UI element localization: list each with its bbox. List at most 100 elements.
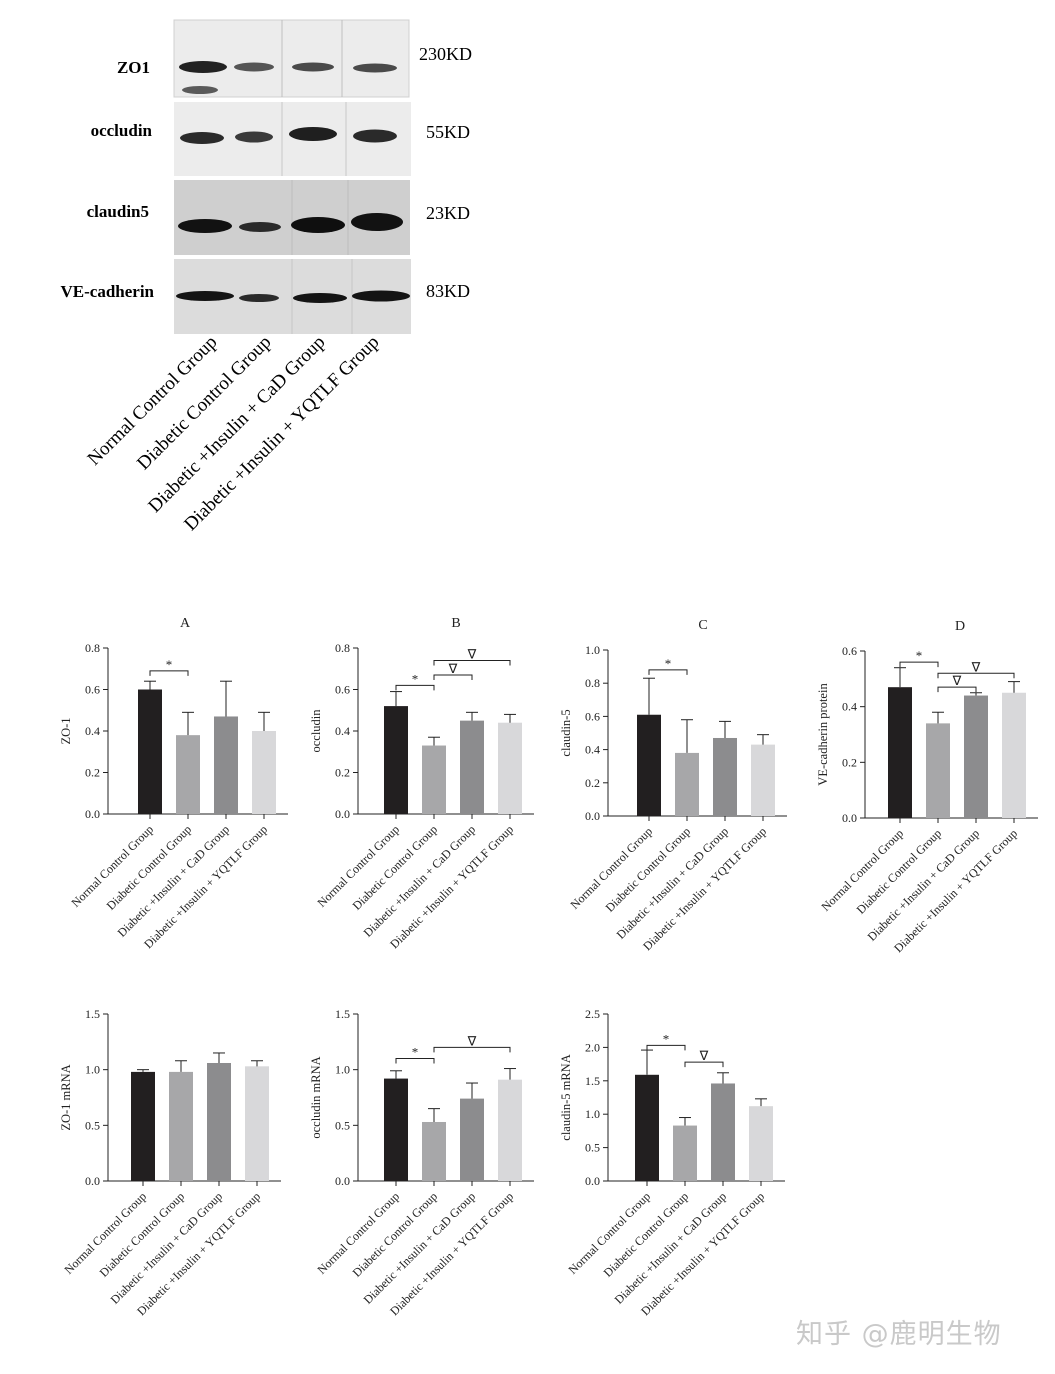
- panel-a-bracket-label-0: *: [166, 657, 173, 672]
- panel-e-y-tick-label: 0.0: [85, 1174, 100, 1188]
- panel-e-bar-3: [245, 1066, 269, 1181]
- blot-size-ve-cadherin: 83KD: [426, 281, 470, 301]
- panel-b-y-tick-label: 0.4: [335, 724, 350, 738]
- panel-f-bracket-1: [433, 1046, 511, 1053]
- panel-e-bar-2: [207, 1062, 231, 1181]
- panel-b-bar-2: [460, 720, 484, 814]
- blot-label-claudin5: claudin5: [87, 202, 149, 221]
- panel-d-y-tick-label: 0.0: [842, 811, 857, 825]
- panel-a-bar-3: [252, 731, 276, 814]
- watermark-text: 知乎 @鹿明生物: [796, 1319, 1002, 1350]
- panel-e-bar-0: [131, 1071, 155, 1181]
- panel-d-y-tick-label: 0.6: [842, 644, 857, 658]
- panel-g-y-tick-label: 0.0: [585, 1174, 600, 1188]
- blot-band-ve-cadherin: [174, 259, 411, 334]
- panel-d-bracket-label-2: ∇: [971, 659, 981, 674]
- panel-c-bracket-label-0: *: [665, 656, 672, 671]
- panel-a-bar-2: [214, 716, 238, 814]
- panel-b-y-tick-label: 0.2: [335, 766, 350, 780]
- panel-e-y-tick-label: 1.5: [85, 1007, 100, 1021]
- panel-f-bar-2: [460, 1098, 484, 1181]
- panel-f-title: F: [452, 995, 460, 997]
- panel-d-bracket-label-0: *: [916, 648, 923, 663]
- panel-b-y-label: occludin: [309, 709, 323, 753]
- panel-f-y-tick-label: 1.5: [335, 1007, 350, 1021]
- panel-b-bracket-label-1: ∇: [448, 661, 458, 676]
- panel-g-bracket-1: [684, 1061, 724, 1068]
- panel-c-bar-0: [637, 714, 661, 816]
- blot-label-zo1: ZO1: [117, 58, 150, 77]
- blot-size-occludin: 55KD: [426, 122, 470, 142]
- panel-g-bar-1: [673, 1125, 697, 1181]
- panel-c-y-label: claudin-5: [559, 709, 573, 756]
- panel-a-y-label: ZO-1: [59, 717, 73, 744]
- blot-lane-label-3: Diabetic +Insulin + YQTLF Group: [180, 332, 383, 535]
- panel-d-y-tick-label: 0.4: [842, 700, 857, 714]
- western-blot-figure: ZO1 occludin claudin5 VE-cadherin 230KD …: [61, 19, 472, 535]
- panel-g-bar-2: [711, 1083, 735, 1181]
- panel-g-bar-0: [635, 1074, 659, 1181]
- panel-f-bracket-label-1: ∇: [467, 1033, 477, 1048]
- panel-f-y-tick-label: 0.0: [335, 1174, 350, 1188]
- panel-g-title: G: [699, 995, 709, 997]
- panel-b-bar-1: [422, 745, 446, 814]
- panel-d-bracket-label-1: ∇: [952, 673, 962, 688]
- panel-c-y-tick-label: 0.4: [585, 743, 600, 757]
- panel-b-bracket-2: [433, 659, 511, 666]
- panel-a-y-tick-label: 0.8: [85, 641, 100, 655]
- panel-f-y-tick-label: 1.0: [335, 1063, 350, 1077]
- blot-band-zo1: [173, 19, 410, 98]
- blot-label-occludin: occludin: [91, 121, 153, 140]
- panel-f-y-tick-label: 0.5: [335, 1118, 350, 1132]
- panel-c-y-tick-label: 0.6: [585, 709, 600, 723]
- panel-f-bracket-label-0: *: [412, 1045, 419, 1060]
- panel-c-bar-3: [751, 744, 775, 816]
- panel-a-y-tick-label: 0.4: [85, 724, 100, 738]
- panel-c-y-tick-label: 1.0: [585, 643, 600, 657]
- panel-g-y-tick-label: 1.0: [585, 1107, 600, 1121]
- panel-b-bracket-label-0: *: [412, 671, 419, 686]
- panel-b-bracket-0: [395, 684, 435, 691]
- panel-d-bracket-2: [937, 672, 1015, 679]
- panel-d-bar-2: [964, 695, 988, 818]
- panel-c-y-tick-label: 0.0: [585, 809, 600, 823]
- panel-a-y-tick-label: 0.2: [85, 766, 100, 780]
- panel-g-y-tick-label: 0.5: [585, 1141, 600, 1155]
- panel-e-y-tick-label: 0.5: [85, 1118, 100, 1132]
- panel-d-y-label: VE-cadherin protein: [816, 683, 830, 786]
- panel-f-bar-1: [422, 1121, 446, 1181]
- panel-g-bracket-0: [646, 1044, 686, 1051]
- panel-a-bracket-0: [149, 670, 189, 676]
- panel-d-bar-1: [926, 723, 950, 818]
- panel-a-y-tick-label: 0.0: [85, 807, 100, 821]
- panel-a-bar-0: [138, 689, 162, 814]
- blot-label-ve-cadherin: VE-cadherin: [61, 282, 155, 301]
- panel-c-y-tick-label: 0.2: [585, 776, 600, 790]
- panel-d-bracket-1: [937, 686, 977, 693]
- panel-c-bar-2: [713, 737, 737, 816]
- blot-band-occludin: [174, 102, 411, 176]
- panel-c-bracket-0: [648, 669, 688, 675]
- panel-g-y-tick-label: 2.5: [585, 1007, 600, 1021]
- panel-b-bar-0: [384, 706, 408, 814]
- panel-b-y-tick-label: 0.6: [335, 683, 350, 697]
- panel-b-bar-3: [498, 722, 522, 814]
- panel-g-bar-3: [749, 1106, 773, 1181]
- panel-a-title: A: [180, 616, 191, 631]
- panel-g-bracket-label-0: *: [663, 1031, 670, 1046]
- panel-d-bar-0: [888, 687, 912, 818]
- panel-d-bar-3: [1002, 692, 1026, 818]
- panel-f-y-label: occludin mRNA: [309, 1056, 323, 1138]
- panel-c-y-tick-label: 0.8: [585, 676, 600, 690]
- panel-d-y-tick-label: 0.2: [842, 755, 857, 769]
- panel-b-title: B: [451, 616, 460, 631]
- blot-size-zo1: 230KD: [419, 44, 472, 64]
- panel-b-bracket-1: [433, 674, 473, 680]
